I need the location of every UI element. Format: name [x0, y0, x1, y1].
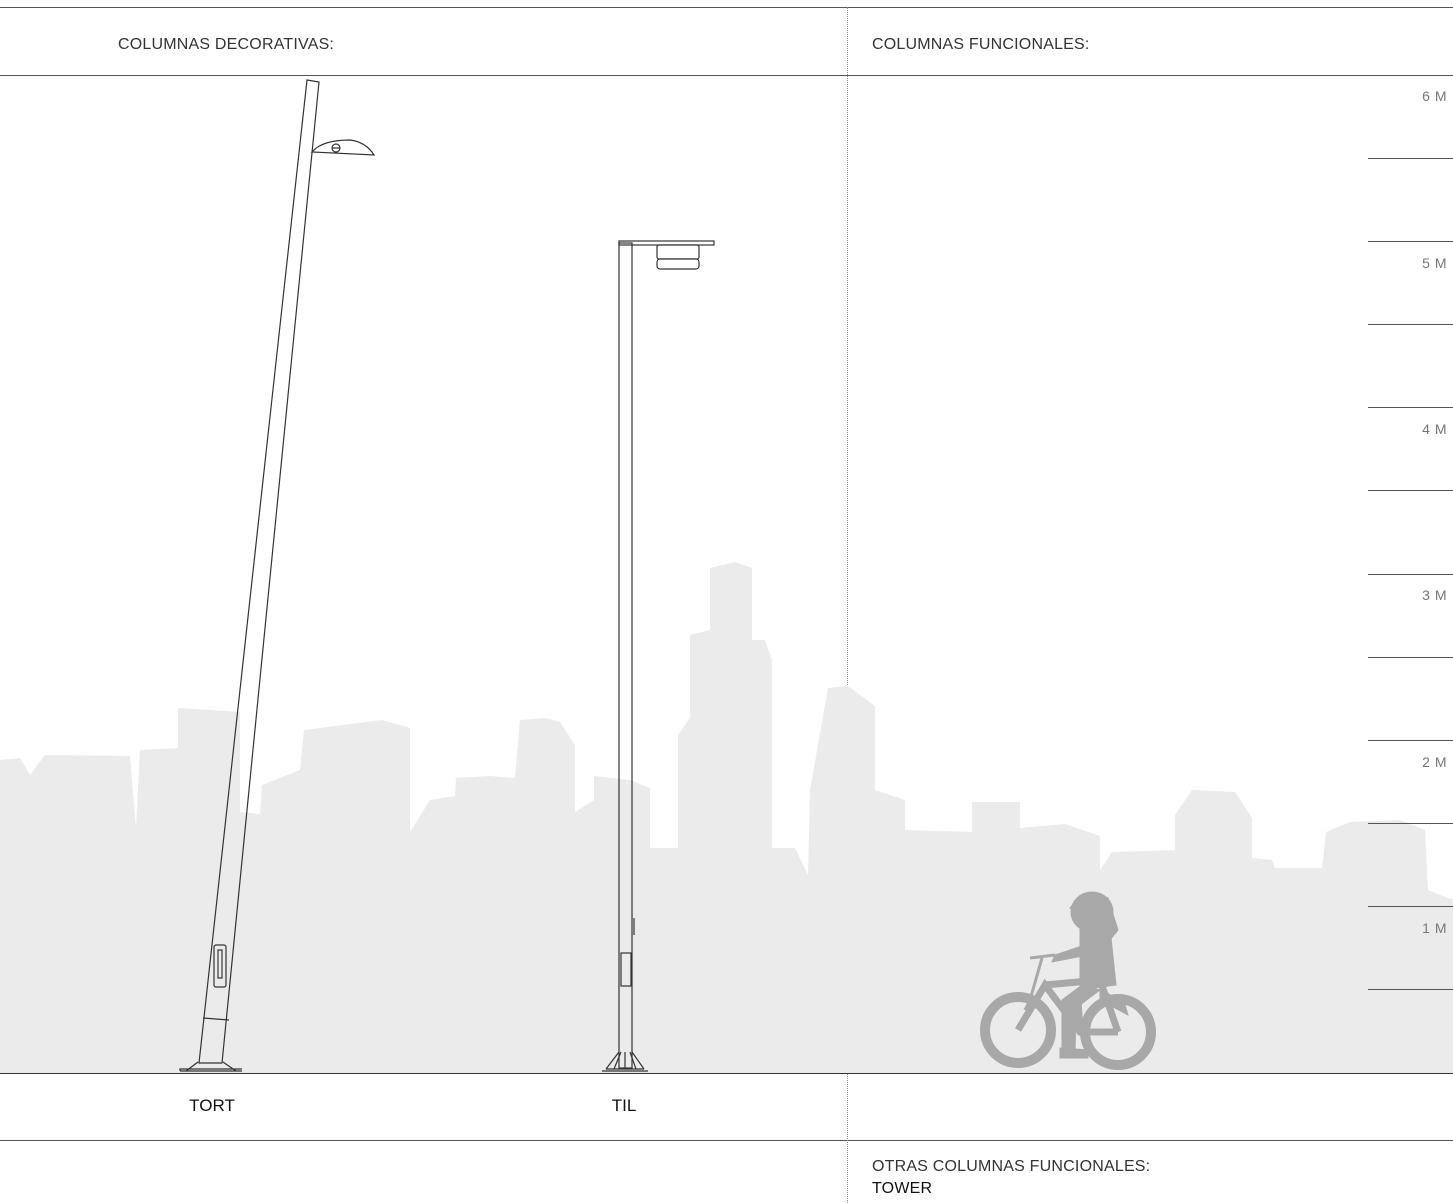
scale-tick: [1368, 574, 1453, 575]
tort-base-joint: [202, 1017, 230, 1021]
tort-pole: [198, 79, 320, 1064]
header-divider: [0, 75, 1453, 76]
scale-label-6m: 6 M: [1422, 88, 1447, 104]
scale-label-3m: 3 M: [1422, 587, 1447, 603]
til-access-door: [620, 952, 632, 987]
column-name-tort: TORT: [189, 1096, 235, 1115]
child-on-bicycle-silhouette: [980, 891, 1156, 1070]
other-columns-header: OTRAS COLUMNAS FUNCIONALES:: [872, 1158, 1151, 1175]
footer-divider: [0, 1140, 1453, 1141]
scale-tick: [1368, 906, 1453, 907]
tort-luminaire: [310, 139, 376, 156]
tort-base-flange: [179, 1061, 242, 1072]
scale-tick: [1368, 158, 1453, 159]
top-border: [0, 7, 1453, 8]
scale-tick: [1368, 740, 1453, 741]
scale-label-5m: 5 M: [1422, 255, 1447, 271]
elevation-drawing: [0, 79, 1453, 1073]
scale-tick: [1368, 490, 1453, 491]
scale-tick: [1368, 657, 1453, 658]
scale-tick: [1368, 324, 1453, 325]
scale-tick: [1368, 989, 1453, 990]
scale-label-2m: 2 M: [1422, 754, 1447, 770]
til-luminaire: [656, 244, 700, 260]
til-column-drawing: [602, 240, 715, 1072]
tort-access-door: [213, 944, 227, 988]
ground-line: [0, 1073, 1453, 1074]
other-columns-item: TOWER: [872, 1180, 933, 1197]
city-skyline-silhouette: [0, 562, 1453, 1073]
scale-tick: [1368, 823, 1453, 824]
section-divider: [847, 7, 848, 1203]
decorative-columns-header: COLUMNAS DECORATIVAS:: [118, 36, 335, 53]
tort-column-drawing: [179, 79, 376, 1072]
scale-label-4m: 4 M: [1422, 421, 1447, 437]
column-name-til: TIL: [611, 1096, 637, 1115]
scale-tick: [1368, 241, 1453, 242]
scale-label-1m: 1 M: [1422, 920, 1447, 936]
scale-tick: [1368, 407, 1453, 408]
functional-columns-header: COLUMNAS FUNCIONALES:: [872, 36, 1090, 53]
til-base-flange: [602, 1051, 648, 1072]
